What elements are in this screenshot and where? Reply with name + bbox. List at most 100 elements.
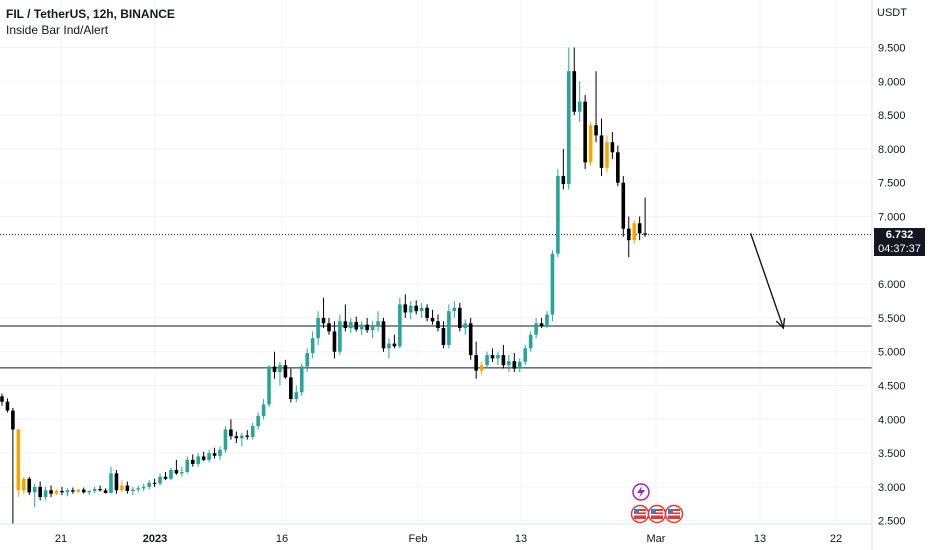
candle-body bbox=[103, 490, 108, 493]
candle-body bbox=[490, 355, 495, 359]
y-tick-label: 5.500 bbox=[878, 313, 906, 325]
candle-body bbox=[572, 71, 577, 112]
candle-body bbox=[207, 453, 211, 460]
y-tick-label: 4.000 bbox=[878, 414, 906, 426]
candle-body bbox=[408, 305, 413, 313]
candle-body bbox=[245, 435, 250, 437]
candle-body bbox=[299, 366, 304, 393]
candle-body bbox=[92, 488, 97, 491]
us-flag-icon[interactable] bbox=[647, 504, 667, 524]
candle-body bbox=[545, 314, 549, 327]
candle-body bbox=[643, 233, 647, 235]
candle-body bbox=[185, 459, 190, 473]
candle-body bbox=[5, 401, 10, 411]
candle-body bbox=[201, 456, 206, 460]
candle-body bbox=[218, 449, 222, 456]
candle-body bbox=[528, 334, 533, 349]
candle-body bbox=[234, 436, 239, 439]
candle-body bbox=[196, 456, 200, 464]
us-flag-icon[interactable] bbox=[630, 504, 650, 524]
candle-body bbox=[272, 366, 277, 372]
candle-body bbox=[577, 101, 582, 112]
candle-body bbox=[447, 311, 451, 345]
candle-body bbox=[523, 348, 527, 362]
chart-title: FIL / TetherUS, 12h, BINANCE bbox=[6, 7, 175, 21]
candle-body bbox=[501, 355, 506, 366]
candle-body bbox=[539, 323, 544, 327]
y-tick-label: 9.000 bbox=[878, 76, 906, 88]
candle-body bbox=[517, 361, 522, 369]
candle-body bbox=[169, 470, 173, 479]
candle-body bbox=[637, 223, 642, 234]
candle-body bbox=[212, 453, 217, 456]
candle-body bbox=[38, 486, 42, 498]
candle-body bbox=[507, 361, 511, 366]
candle-body bbox=[561, 175, 566, 185]
y-tick-label: 7.500 bbox=[878, 178, 906, 190]
candle-body bbox=[343, 321, 348, 329]
candle-body bbox=[71, 490, 75, 492]
candle-body bbox=[430, 317, 435, 322]
candle-body bbox=[131, 489, 135, 491]
candle-body bbox=[114, 473, 119, 491]
candle-body bbox=[256, 415, 260, 427]
candle-body bbox=[49, 490, 53, 494]
candle-body bbox=[278, 365, 282, 372]
candle-body bbox=[141, 486, 146, 489]
candle-body bbox=[474, 355, 478, 371]
candle-body bbox=[305, 353, 309, 367]
candle-body bbox=[605, 142, 609, 168]
candle-body bbox=[458, 307, 462, 329]
x-tick-label: Feb bbox=[409, 533, 428, 545]
candle-body bbox=[534, 323, 538, 335]
x-tick-label: Mar bbox=[647, 533, 666, 545]
candle-body bbox=[381, 321, 386, 349]
candle-body bbox=[120, 485, 124, 491]
candle-body bbox=[550, 253, 555, 315]
candle-body bbox=[616, 152, 620, 183]
candle-body bbox=[147, 482, 151, 487]
candle-body bbox=[468, 323, 473, 356]
candle-body bbox=[359, 324, 364, 330]
event-icons bbox=[630, 483, 684, 524]
y-tick-label: 9.500 bbox=[878, 43, 906, 55]
candle-body bbox=[387, 343, 391, 349]
y-tick-label: 4.500 bbox=[878, 381, 906, 393]
candle-body bbox=[588, 125, 593, 163]
candle-body bbox=[310, 338, 315, 354]
candle-body bbox=[626, 228, 631, 241]
x-tick-label: 21 bbox=[55, 533, 67, 545]
candle-body bbox=[419, 307, 424, 312]
candle-body bbox=[136, 488, 141, 490]
x-tick-label: 13 bbox=[754, 533, 766, 545]
x-tick-label: 16 bbox=[276, 533, 288, 545]
candle-body bbox=[250, 426, 255, 437]
candle-body bbox=[316, 317, 320, 339]
candle-body bbox=[376, 321, 380, 327]
candle-body bbox=[60, 490, 64, 493]
candle-body bbox=[190, 459, 195, 464]
y-tick-label: 8.500 bbox=[878, 110, 906, 122]
trend-arrow-head bbox=[775, 318, 786, 330]
candle-body bbox=[556, 175, 560, 254]
candle-body bbox=[441, 328, 446, 345]
candle-body bbox=[392, 343, 397, 347]
x-tick-label: 2023 bbox=[143, 533, 167, 545]
candle-body bbox=[261, 404, 266, 416]
us-flag-icon[interactable] bbox=[664, 504, 684, 524]
candle-body bbox=[327, 323, 331, 332]
lightning-icon[interactable] bbox=[632, 483, 650, 501]
candle-body bbox=[43, 490, 48, 498]
candle-body bbox=[223, 429, 228, 450]
candle-body bbox=[152, 482, 157, 484]
candle-body bbox=[594, 125, 598, 136]
candle-body bbox=[512, 361, 517, 369]
candle-body bbox=[11, 410, 15, 430]
candle-body bbox=[0, 396, 4, 402]
candle-body bbox=[98, 488, 102, 491]
y-tick-label: 6.000 bbox=[878, 279, 906, 291]
candle-body bbox=[567, 71, 571, 185]
candle-body bbox=[289, 377, 293, 400]
candle-body bbox=[22, 478, 26, 491]
